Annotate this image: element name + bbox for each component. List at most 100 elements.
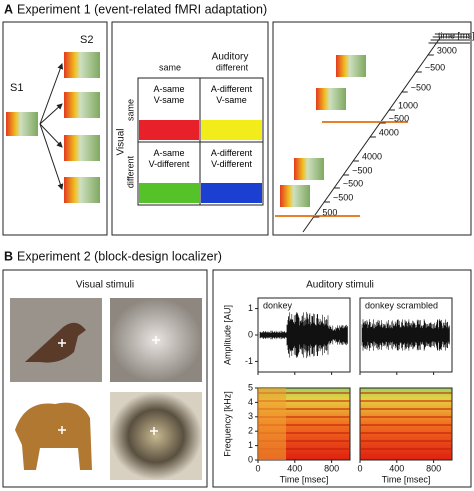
- spectrogram-band: [360, 440, 452, 442]
- x-tick-label: 400: [287, 463, 302, 473]
- level-label: same: [125, 99, 135, 121]
- spectrogram-band: [360, 392, 452, 394]
- spectrogram-band: [258, 416, 350, 418]
- y-tick-label: 4: [248, 397, 253, 407]
- y-tick-label: 0: [248, 454, 253, 464]
- cell-label: A-same V-same: [153, 84, 185, 105]
- level-label: same: [159, 62, 181, 72]
- spectrogram-band: [258, 400, 350, 402]
- arrow: [39, 123, 64, 190]
- axis-label: Amplitude [AU]: [222, 305, 232, 365]
- cell-label: A-different V-same: [210, 84, 253, 105]
- x-tick-label: 800: [324, 463, 339, 473]
- cell-label: A-different V-different: [210, 148, 253, 169]
- spectrogram-band: [258, 440, 350, 442]
- duration-label: 4000: [362, 151, 382, 161]
- cell-label-box: A-different V-same: [210, 84, 253, 105]
- x-tick-label: 400: [389, 463, 404, 473]
- level-label: different: [125, 155, 135, 188]
- box-title: Visual stimuli: [76, 280, 134, 291]
- duration-label: 3000: [437, 45, 457, 55]
- stimulus-image: [64, 177, 100, 203]
- duration-label: ~500: [333, 192, 353, 202]
- arrow: [39, 123, 63, 148]
- spectrogram-band: [360, 432, 452, 434]
- panel-box: [272, 21, 472, 236]
- x-tick-label: 0: [357, 463, 362, 473]
- stimulus-image: [336, 55, 366, 77]
- stimulus-image: [316, 88, 346, 110]
- spectrogram-band: [258, 448, 350, 450]
- cell-color: [139, 183, 199, 203]
- stimulus-label: S2: [80, 34, 93, 46]
- plot-title: donkey scrambled: [365, 300, 438, 310]
- y-tick-label: 5: [248, 382, 253, 392]
- cell-label: A-same V-different: [148, 148, 190, 169]
- design-grid: A-same V-same A-different V-same A-same V-…: [137, 77, 264, 206]
- waveform: [259, 311, 348, 359]
- cell-color: [201, 120, 262, 140]
- cell-label-box: A-same V-same: [153, 84, 185, 105]
- cell-label-box: A-same V-different: [148, 148, 190, 169]
- box-title: Auditory stimuli: [306, 280, 374, 291]
- spectrogram-band: [360, 416, 452, 418]
- section-title: Experiment 1 (event-related fMRI adaptat…: [17, 2, 267, 16]
- x-tick-label: 0: [255, 463, 260, 473]
- panel-box: [111, 21, 269, 236]
- waveform: [361, 319, 450, 351]
- bird: [25, 322, 86, 363]
- axis-label: Frequency [kHz]: [222, 391, 232, 457]
- stimulus-image: [6, 112, 38, 136]
- arrow: [39, 63, 64, 125]
- lion: [15, 402, 92, 470]
- duration-label: 4000: [379, 127, 399, 137]
- cell-label-box: A-different V-different: [210, 148, 253, 169]
- arrow: [39, 103, 63, 125]
- stimulus-image: [294, 158, 324, 180]
- plot-title: donkey: [263, 300, 293, 310]
- y-tick-label: 0: [248, 329, 253, 339]
- duration-label: ~500: [411, 82, 431, 92]
- spectrogram-band: [360, 424, 452, 426]
- panel-box: [2, 21, 108, 236]
- spectrogram-band: [360, 448, 452, 450]
- panel-label: B: [4, 249, 13, 263]
- spectrogram-band: [258, 432, 350, 434]
- factor-label: Auditory: [212, 52, 249, 63]
- panel-box: [2, 269, 208, 488]
- spectrogram-band: [258, 408, 350, 410]
- stimulus-image: [280, 185, 310, 207]
- y-tick-label: 1: [248, 303, 253, 313]
- axis-label: Time [msec]: [382, 474, 431, 484]
- panel-box: [212, 269, 472, 488]
- axis-label: Time [msec]: [280, 474, 329, 484]
- stimulus-image: [64, 92, 100, 118]
- duration-label: ~500: [352, 165, 372, 175]
- duration-label: 500: [322, 207, 337, 217]
- spectrogram-band: [360, 408, 452, 410]
- x-tick-label: 800: [426, 463, 441, 473]
- spectrogram-band: [258, 392, 350, 394]
- spectrogram-band: [258, 424, 350, 426]
- y-tick-label: 1: [248, 440, 253, 450]
- cell-color: [201, 183, 262, 203]
- axis-label: time [ms]: [438, 30, 474, 40]
- y-tick-label: -1: [245, 356, 253, 366]
- cell-color: [139, 120, 199, 140]
- duration-label: ~500: [389, 113, 409, 123]
- level-label: different: [216, 62, 249, 72]
- duration-label: ~500: [425, 62, 445, 72]
- y-tick-label: 3: [248, 411, 253, 421]
- time-axis: [302, 37, 441, 233]
- factor-label: Visual: [116, 128, 127, 155]
- y-tick-label: 2: [248, 426, 253, 436]
- scrambled-image: [110, 392, 202, 480]
- stimulus-group: [39, 52, 100, 203]
- duration-label: ~500: [343, 178, 363, 188]
- fixation-cross: [58, 336, 160, 435]
- timeline: 3000 ~500 ~500 1000 ~500 4000 4000 ~500 ~500 ~500…: [275, 33, 470, 233]
- panel-label: A: [4, 2, 13, 16]
- spectrogram-band: [258, 388, 286, 460]
